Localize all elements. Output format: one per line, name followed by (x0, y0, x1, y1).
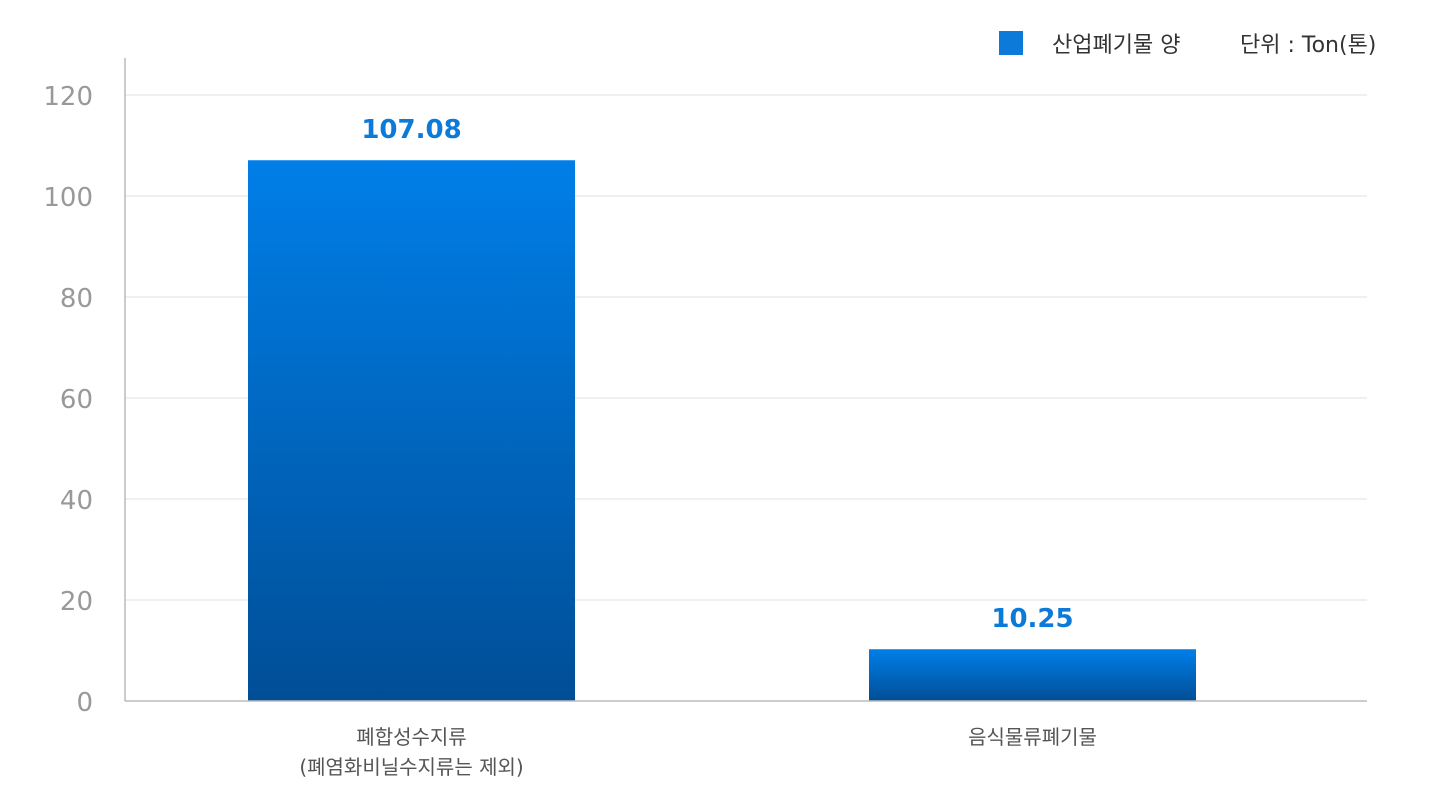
y-axis-ticks: 0 20 40 60 80 100 120 (43, 82, 93, 718)
bar (248, 160, 575, 702)
legend: 산업폐기물 양 단위 : Ton(톤) (999, 31, 1376, 58)
legend-swatch (999, 31, 1023, 55)
y-tick-label: 60 (60, 385, 93, 415)
y-tick-label: 120 (43, 82, 93, 112)
bars (248, 160, 1196, 702)
data-labels: 107.08 10.25 (361, 115, 1073, 634)
x-category-label: 폐합성수지류 (356, 725, 466, 749)
x-category-label: 음식물류폐기물 (968, 725, 1097, 749)
x-category-label: (폐염화비닐수지류는 제외) (299, 755, 523, 779)
y-tick-label: 80 (60, 284, 93, 314)
y-tick-label: 0 (76, 688, 93, 718)
legend-series-name: 산업폐기물 양 (1052, 33, 1180, 58)
bar (869, 649, 1196, 701)
y-tick-label: 20 (60, 587, 93, 617)
data-label: 10.25 (991, 604, 1073, 634)
y-tick-label: 40 (60, 486, 93, 516)
unit-label: 단위 : Ton(톤) (1240, 33, 1376, 58)
y-tick-label: 100 (43, 183, 93, 213)
data-label: 107.08 (361, 115, 461, 145)
x-axis-categories: 폐합성수지류 (폐염화비닐수지류는 제외) 음식물류폐기물 (299, 725, 1097, 779)
